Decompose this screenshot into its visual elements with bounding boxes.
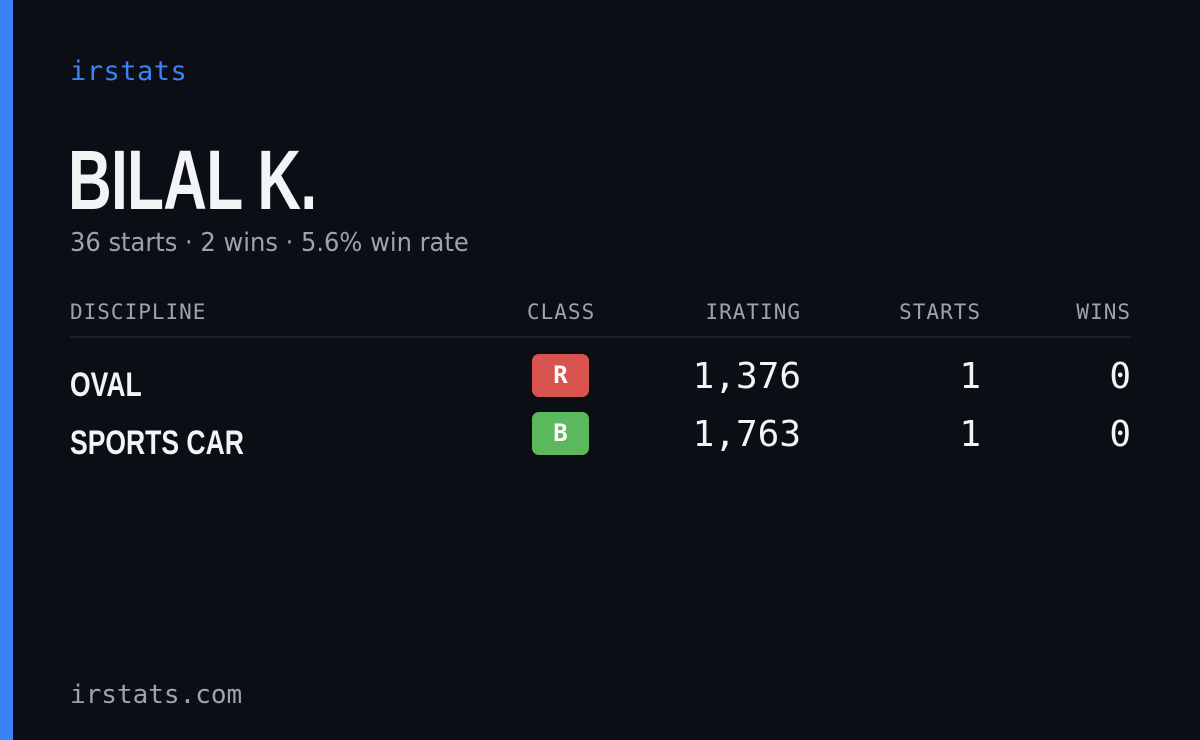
starts-value: 1: [959, 414, 981, 455]
wins-value: 0: [1109, 356, 1131, 397]
table-header: DISCIPLINE CLASS IRATING STARTS WINS: [70, 298, 1131, 338]
footer-url: irstats.com: [70, 680, 243, 710]
stats-table: DISCIPLINE CLASS IRATING STARTS WINS OVA…: [70, 298, 1131, 470]
driver-name: BILAL K.: [68, 133, 317, 227]
class-badge: B: [532, 412, 589, 455]
header-class: CLASS: [527, 300, 596, 324]
discipline-name: SPORTS CAR: [70, 424, 244, 462]
discipline-name: OVAL: [70, 366, 142, 404]
wins-value: 0: [1109, 414, 1131, 455]
class-badge: R: [532, 354, 589, 397]
starts-value: 1: [959, 356, 981, 397]
irating-value: 1,376: [692, 356, 801, 397]
header-starts: STARTS: [899, 300, 981, 324]
table-row: SPORTS CAR B 1,763 1 0: [70, 412, 1131, 470]
driver-summary: 36 starts · 2 wins · 5.6% win rate: [70, 228, 469, 258]
table-row: OVAL R 1,376 1 0: [70, 354, 1131, 412]
header-discipline: DISCIPLINE: [70, 300, 207, 324]
header-irating: IRATING: [705, 300, 801, 324]
irating-value: 1,763: [692, 414, 801, 455]
header-wins: WINS: [1076, 300, 1131, 324]
brand-logo: irstats: [70, 56, 188, 87]
accent-bar: [0, 0, 13, 740]
